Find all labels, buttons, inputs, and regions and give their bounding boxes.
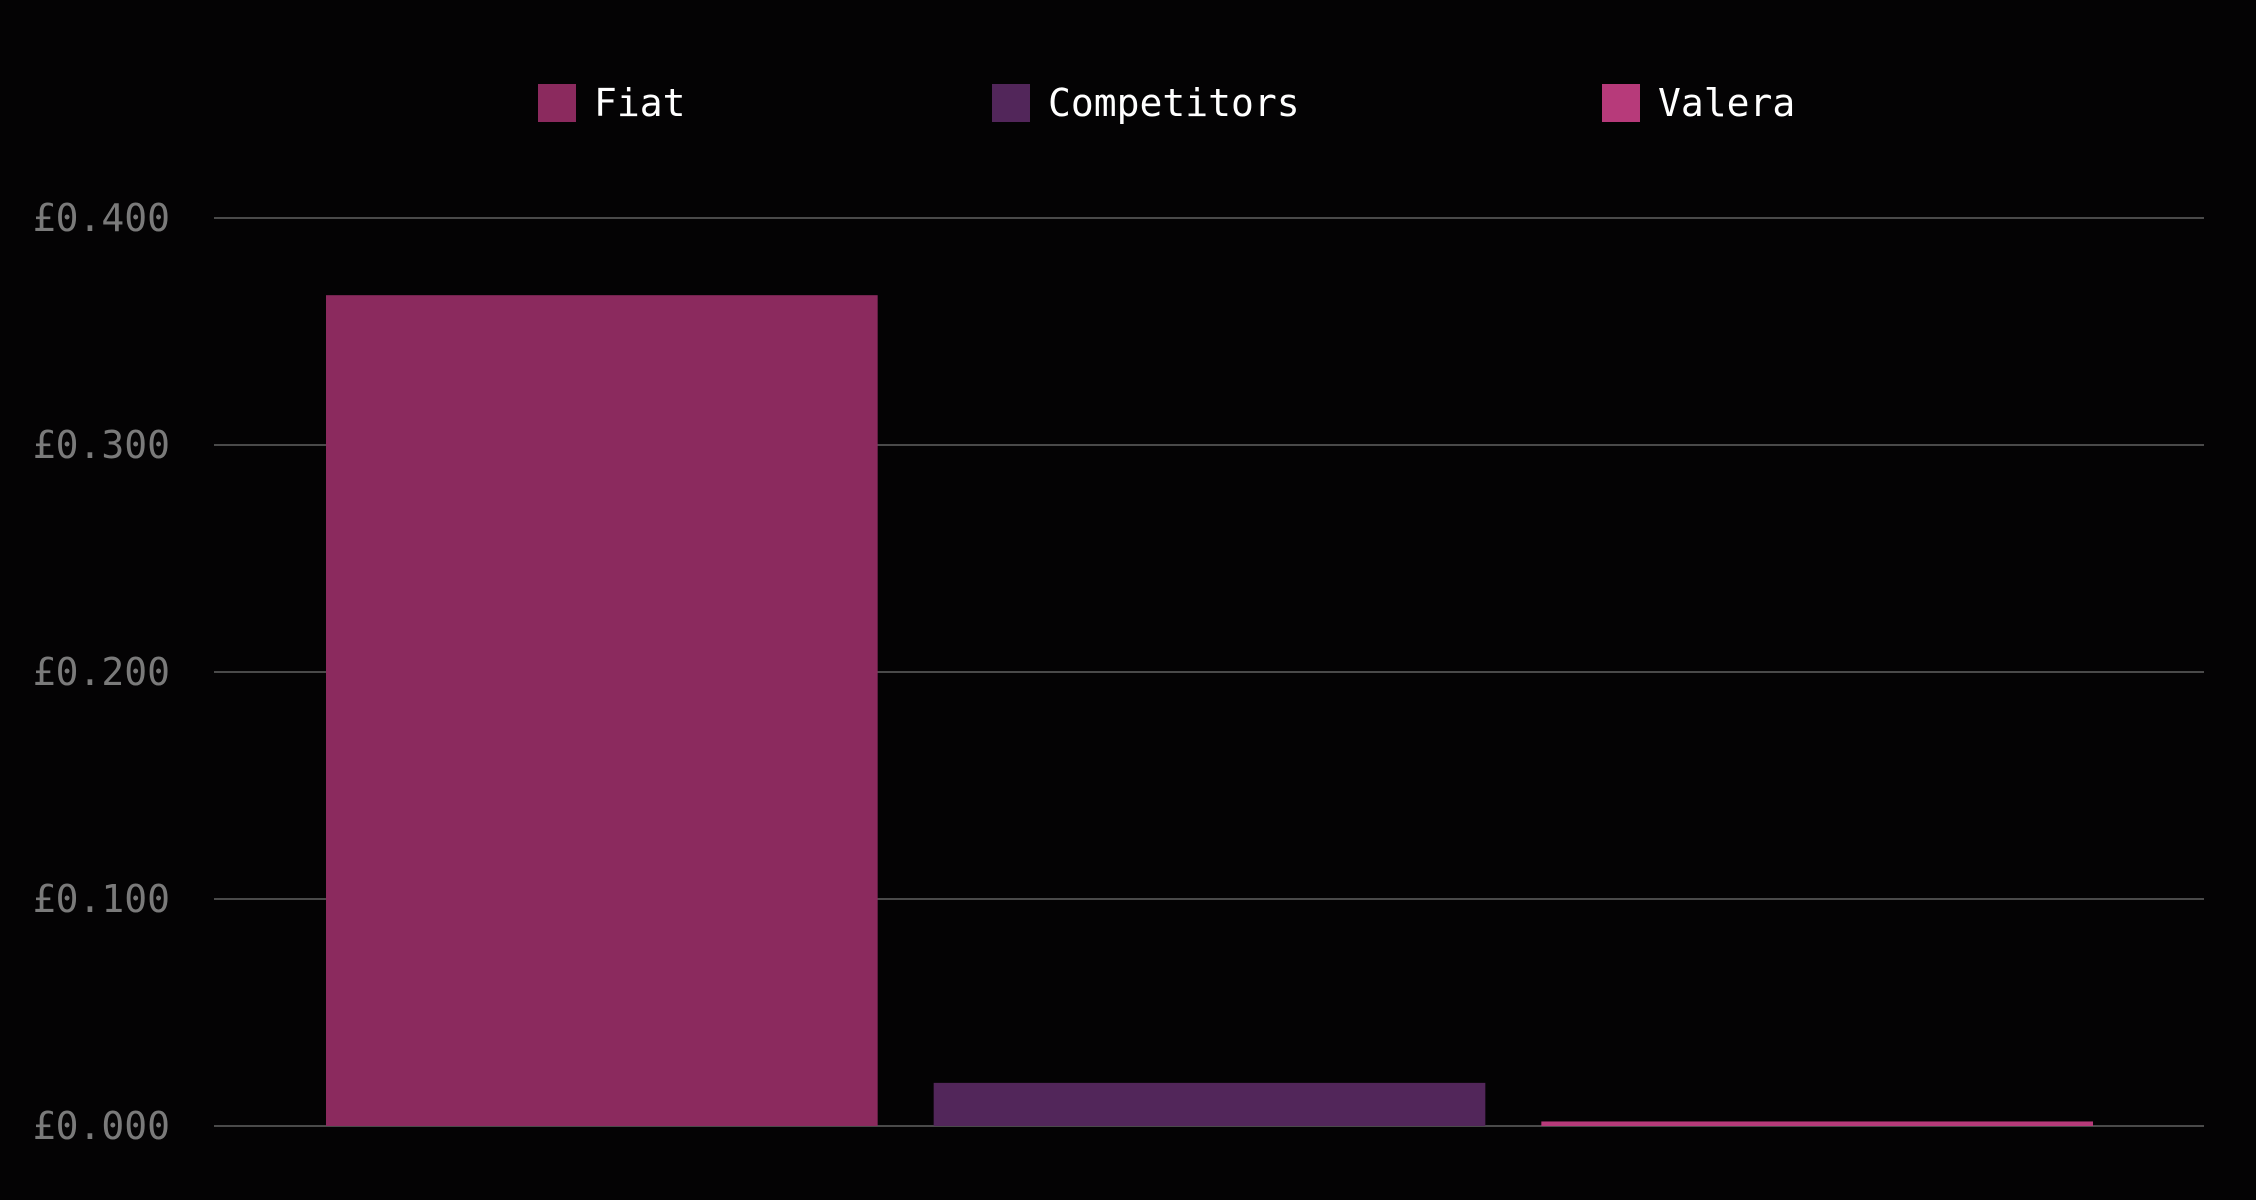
y-tick-label-2: £0.200 (33, 650, 170, 694)
legend-swatch-valera (1602, 84, 1640, 122)
bar-competitors (933, 1082, 1486, 1126)
legend-swatch-competitors (992, 84, 1030, 122)
bar-fiat (326, 295, 878, 1126)
y-tick-label-4: £0.400 (33, 196, 170, 240)
bar-valera (1541, 1121, 2093, 1126)
y-tick-label-3: £0.300 (33, 423, 170, 467)
legend-label-fiat: Fiat (594, 81, 686, 125)
legend-swatch-fiat (538, 84, 576, 122)
legend-item-valera[interactable]: Valera (1602, 81, 1795, 125)
y-axis-tick-labels: £0.000 £0.100 £0.200 £0.300 £0.400 (33, 196, 170, 1148)
y-tick-label-1: £0.100 (33, 877, 170, 921)
legend-item-fiat[interactable]: Fiat (538, 81, 686, 125)
legend: Fiat Competitors Valera (538, 81, 1795, 125)
legend-item-competitors[interactable]: Competitors (992, 81, 1300, 125)
bars (326, 295, 2093, 1126)
y-tick-label-0: £0.000 (33, 1104, 170, 1148)
legend-label-competitors: Competitors (1048, 81, 1300, 125)
legend-label-valera: Valera (1658, 81, 1795, 125)
